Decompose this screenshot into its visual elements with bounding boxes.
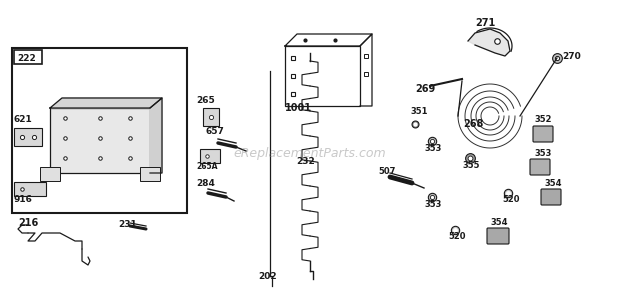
FancyBboxPatch shape — [530, 159, 550, 175]
Bar — [140, 167, 160, 181]
Text: 202: 202 — [258, 272, 277, 281]
Polygon shape — [468, 29, 510, 56]
Text: 520: 520 — [502, 195, 520, 204]
Text: 265: 265 — [196, 96, 215, 105]
Text: 216: 216 — [18, 218, 38, 228]
Bar — [14, 128, 42, 146]
Polygon shape — [150, 98, 162, 173]
Text: 352: 352 — [534, 115, 552, 124]
Text: 621: 621 — [14, 115, 33, 124]
Text: 232: 232 — [296, 157, 315, 166]
Bar — [40, 167, 60, 181]
Text: eReplacementParts.com: eReplacementParts.com — [234, 147, 386, 160]
Polygon shape — [50, 98, 162, 108]
Text: 284: 284 — [196, 179, 215, 188]
Text: 520: 520 — [448, 232, 466, 241]
Bar — [14, 182, 46, 196]
FancyBboxPatch shape — [541, 189, 561, 205]
Text: 351: 351 — [410, 107, 428, 116]
Text: 353: 353 — [424, 200, 441, 209]
Text: 353: 353 — [424, 144, 441, 153]
Text: 268: 268 — [463, 119, 484, 129]
Text: 657: 657 — [206, 127, 225, 136]
Text: 353: 353 — [534, 149, 551, 158]
Text: 354: 354 — [544, 179, 562, 188]
Text: 507: 507 — [378, 167, 396, 176]
FancyBboxPatch shape — [487, 228, 509, 244]
Bar — [203, 108, 219, 126]
Text: 270: 270 — [562, 52, 581, 61]
Text: 231: 231 — [118, 220, 137, 229]
Text: 1001: 1001 — [285, 103, 312, 113]
Bar — [50, 108, 150, 173]
Bar — [200, 149, 220, 163]
Bar — [14, 50, 42, 64]
Text: 222: 222 — [17, 54, 36, 63]
Text: 271: 271 — [475, 18, 495, 28]
Text: 265A: 265A — [196, 162, 218, 171]
Text: 916: 916 — [14, 195, 33, 204]
Text: 269: 269 — [415, 84, 435, 94]
Bar — [285, 46, 360, 106]
Bar — [12, 48, 187, 213]
Text: 355: 355 — [462, 161, 479, 170]
Text: 354: 354 — [490, 218, 508, 227]
FancyBboxPatch shape — [533, 126, 553, 142]
